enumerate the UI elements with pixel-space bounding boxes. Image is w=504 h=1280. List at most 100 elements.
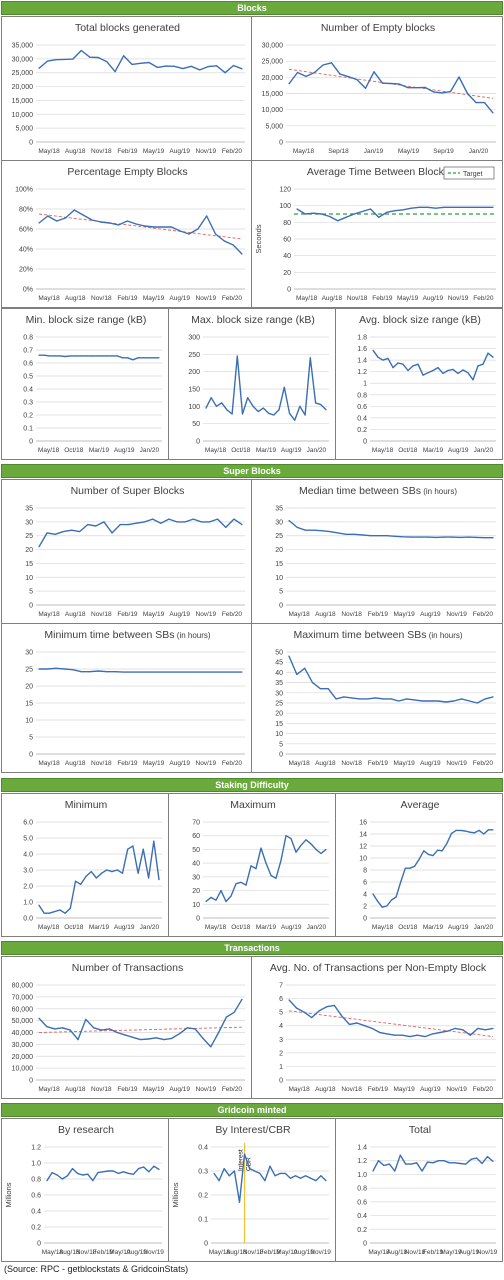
y-tick-label: 0 — [29, 752, 33, 759]
x-tick-label: Mar/19 — [256, 924, 277, 931]
data-point — [387, 357, 389, 359]
data-point — [114, 71, 116, 73]
y-tick-label: 0 — [363, 916, 367, 923]
data-point — [116, 1031, 118, 1034]
chart-title-main: Average Time Between Blocks — [307, 166, 449, 178]
data-point — [90, 355, 92, 357]
data-point — [476, 702, 478, 704]
x-tick-label: May/18 — [38, 1086, 60, 1093]
y-tick-label: 3 — [279, 1037, 283, 1044]
y-tick-label: 12 — [359, 844, 367, 851]
y-tick-label: 10 — [275, 575, 283, 582]
chart-title-main: Max. block size range — [191, 314, 293, 326]
data-point — [318, 1010, 320, 1012]
data-point — [95, 877, 97, 879]
chart-svg: Total00.20.40.60.81.01.21.4May/18Aug/18N… — [357, 1124, 497, 1256]
y-tick-label: 30 — [25, 519, 33, 526]
chart-max-block-size: Max. block size range (kB) 0 50 100 150 200 25… — [168, 308, 336, 460]
y-tick-label: 0.6 — [31, 1193, 41, 1200]
y-tick-label: 0 — [279, 603, 283, 610]
data-point — [139, 1039, 142, 1041]
data-point — [310, 843, 312, 845]
data-point — [216, 671, 218, 673]
y-tick-label: 15 — [275, 561, 283, 568]
data-point — [484, 537, 486, 539]
data-point — [85, 875, 87, 877]
data-point — [127, 357, 129, 359]
data-point — [469, 831, 471, 833]
data-point — [131, 671, 133, 673]
y-tick-label: 2.0 — [23, 884, 33, 891]
data-point — [394, 1170, 396, 1172]
series-line — [288, 999, 494, 1038]
y-tick-label: 40 — [192, 861, 200, 868]
data-point — [132, 1173, 135, 1175]
x-tick-label: Jan/20 — [474, 924, 494, 931]
chart-svg: Average 0 2 4 6 8 10 12 14 16 May/18 Oct/18 Mar/19 Au… — [359, 799, 496, 931]
x-tick-label: Feb/19 — [368, 1086, 389, 1093]
y-tick-label: 0 — [279, 140, 283, 147]
y-tick-label: 0 — [279, 752, 283, 759]
data-point — [437, 849, 439, 851]
y-tick-label: 60 — [283, 237, 291, 244]
data-point — [382, 698, 384, 700]
y-tick-label: 7 — [279, 983, 283, 990]
data-point — [305, 75, 307, 77]
y-tick-label: 20 — [275, 711, 283, 718]
data-point — [296, 526, 298, 528]
chart-title-suffix: (kB) — [124, 314, 146, 326]
data-point — [155, 1037, 157, 1039]
series-line — [38, 49, 243, 74]
data-point — [225, 900, 227, 903]
data-point — [427, 853, 429, 855]
y-tick-label: 0 — [29, 439, 33, 446]
chart-title: Number of Super Blocks — [71, 485, 185, 497]
data-point — [475, 101, 477, 104]
x-tick-label: Nov/19 — [310, 1249, 331, 1256]
x-tick-label: Nov/18 — [91, 760, 112, 767]
x-tick-label: Nov/18 — [341, 760, 362, 767]
data-point — [296, 71, 299, 74]
data-point — [492, 1027, 494, 1030]
x-tick-label: Nov/19 — [196, 760, 217, 767]
chart-svg: Number of Transactions 0 10,000 20,000 30,00… — [12, 962, 245, 1093]
data-point — [210, 896, 212, 899]
y-tick-label: 45 — [275, 660, 283, 667]
data-point — [395, 896, 397, 898]
x-tick-label: Aug/18 — [322, 295, 343, 302]
data-point — [288, 83, 290, 85]
y-tick-label: 30,000 — [12, 1042, 34, 1049]
data-point — [131, 63, 133, 65]
data-point — [372, 893, 374, 895]
data-point — [407, 369, 409, 372]
data-point — [38, 1017, 40, 1019]
chart-title: Percentage Empty Blocks — [67, 166, 187, 178]
y-tick-label: 16 — [359, 820, 367, 827]
y-tick-label: 1 — [279, 1064, 283, 1071]
data-point — [257, 410, 259, 413]
data-point — [398, 700, 400, 702]
data-point — [351, 697, 353, 699]
data-point — [100, 1029, 103, 1031]
x-tick-label: May/19 — [393, 1086, 415, 1093]
data-point — [407, 87, 409, 89]
data-point — [388, 1163, 390, 1165]
data-point — [168, 518, 170, 520]
data-point — [70, 529, 73, 531]
data-point — [304, 213, 306, 215]
y-tick-label: 1.2 — [357, 369, 367, 376]
data-point — [353, 533, 355, 535]
data-point — [38, 668, 40, 670]
data-point — [372, 349, 374, 351]
x-tick-label: Feb/19 — [260, 1249, 281, 1256]
data-point — [207, 671, 209, 673]
y-tick-label: 40 — [275, 670, 283, 677]
data-point — [61, 1027, 64, 1029]
data-point — [135, 223, 137, 225]
y-tick-label: 120 — [279, 187, 291, 194]
y-tick-label: 15 — [275, 721, 283, 728]
data-point — [427, 372, 429, 374]
data-point — [381, 906, 383, 908]
x-tick-label: Aug/18 — [65, 1086, 86, 1093]
data-point — [484, 1029, 487, 1031]
